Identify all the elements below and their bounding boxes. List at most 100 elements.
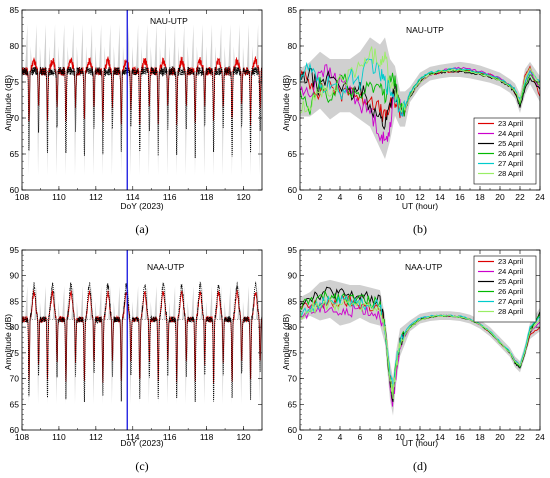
legend-entry: 27 April	[498, 159, 523, 168]
y-tick-label: 65	[288, 149, 298, 159]
panel-b-caption: (b)	[413, 222, 427, 236]
x-tick-label: 10	[395, 192, 405, 202]
x-tick-label: 22	[515, 432, 525, 442]
envelope-spike	[255, 286, 262, 405]
series-line-1	[22, 65, 262, 159]
envelope-spike	[255, 24, 262, 176]
x-tick-label: 116	[163, 192, 177, 202]
panel-d: 0 2 4 6 8 10 12 14 16 18 20 22 24606570758085909523 …	[281, 245, 545, 473]
y-tick-label: 85	[288, 5, 298, 15]
x-tick-label: 18	[475, 192, 485, 202]
x-tick-label: 118	[200, 192, 214, 202]
x-tick-label: 2	[318, 432, 323, 442]
panel-b-xlabel: UT (hour)	[402, 201, 438, 211]
y-tick-label: 85	[10, 296, 20, 306]
y-tick-label: 90	[10, 271, 20, 281]
panel-c-caption: (c)	[135, 459, 148, 473]
legend-entry: 28 April	[498, 307, 523, 316]
y-tick-label: 80	[10, 41, 20, 51]
panel-d-caption: (d)	[413, 459, 427, 473]
y-tick-label: 65	[10, 399, 20, 409]
envelope-spike	[34, 24, 42, 176]
legend-entry: 24 April	[498, 267, 523, 276]
x-tick-label: 22	[515, 192, 525, 202]
y-tick-label: 75	[10, 77, 20, 87]
envelope-spike	[218, 24, 226, 176]
envelope-spike	[89, 24, 97, 176]
y-tick-label: 70	[288, 113, 298, 123]
x-tick-label: 112	[89, 192, 103, 202]
legend-entry: 26 April	[498, 149, 523, 158]
series-line-28-april	[300, 46, 540, 114]
y-tick-label: 65	[10, 149, 20, 159]
panel-b-ylabel: Amplitude (dB)	[281, 75, 291, 131]
x-tick-label: 120	[236, 192, 250, 202]
x-tick-label: 118	[200, 432, 214, 442]
series-line-1	[22, 280, 262, 403]
y-tick-label: 75	[288, 77, 298, 87]
y-tick-label: 60	[288, 185, 298, 195]
y-tick-label: 65	[288, 399, 298, 409]
x-tick-label: 20	[495, 432, 505, 442]
legend-entry: 23 April	[498, 119, 523, 128]
x-tick-label: 6	[358, 432, 363, 442]
x-tick-label: 114	[126, 432, 140, 442]
y-tick-label: 80	[288, 322, 298, 332]
y-tick-label: 60	[288, 425, 298, 435]
x-tick-label: 6	[358, 192, 363, 202]
y-tick-label: 95	[288, 245, 298, 255]
panel-d-plot: 0 2 4 6 8 10 12 14 16 18 20 22 24606570758085909523 …	[288, 245, 545, 442]
y-tick-label: 80	[288, 41, 298, 51]
x-tick-label: 114	[126, 192, 140, 202]
panel-c: 108 110 112 114 116 118 120 60 65 70 75 80 85 90 95 NA…	[3, 245, 263, 473]
x-tick-label: 0	[298, 432, 303, 442]
legend-entry: 25 April	[498, 139, 523, 148]
x-tick-label: 20	[495, 192, 505, 202]
legend-entry: 26 April	[498, 287, 523, 296]
x-tick-label: 4	[338, 432, 343, 442]
series-line-28-april	[300, 297, 540, 400]
y-tick-label: 75	[288, 348, 298, 358]
y-tick-label: 85	[10, 5, 20, 15]
panel-frame	[21, 249, 263, 431]
x-tick-label: 116	[163, 432, 177, 442]
x-tick-label: 18	[475, 432, 485, 442]
y-tick-label: 75	[10, 348, 20, 358]
y-tick-label: 95	[10, 245, 20, 255]
x-tick-label: 112	[89, 432, 103, 442]
x-tick-label: 4	[338, 192, 343, 202]
panel-b-title: NAU-UTP	[406, 25, 444, 35]
x-tick-label: 10	[395, 432, 405, 442]
x-tick-label: 108	[15, 432, 29, 442]
panel-d-xlabel: UT (hour)	[402, 438, 438, 448]
x-tick-label: 110	[52, 432, 66, 442]
x-tick-label: 24	[535, 432, 545, 442]
x-tick-label: 14	[435, 192, 445, 202]
x-tick-label: 24	[535, 192, 545, 202]
legend-entry: 24 April	[498, 129, 523, 138]
legend-entry: 28 April	[498, 169, 523, 178]
panel-a-ylabel: Amplitude (dB)	[3, 75, 13, 131]
x-tick-label: 14	[435, 432, 445, 442]
panel-c-title: NAA-UTP	[147, 262, 185, 272]
x-tick-label: 12	[415, 192, 425, 202]
y-tick-label: 70	[10, 374, 20, 384]
x-tick-label: 0	[298, 192, 303, 202]
envelope-spike	[163, 24, 171, 176]
panel-d-ylabel: Amplitude (dB)	[281, 314, 291, 370]
x-tick-label: 108	[15, 192, 29, 202]
legend-entry: 25 April	[498, 277, 523, 286]
y-tick-label: 85	[288, 296, 298, 306]
panel-a-caption: (a)	[135, 222, 148, 236]
panel-frame	[21, 9, 263, 191]
panel-a-title: NAU-UTP	[150, 16, 188, 26]
panel-a-plot-area	[22, 10, 262, 190]
envelope-band	[300, 37, 540, 160]
x-tick-label: 8	[378, 192, 383, 202]
x-tick-label: 8	[378, 432, 383, 442]
x-tick-label: 16	[455, 192, 465, 202]
x-tick-label: 2	[318, 192, 323, 202]
panel-d-title: NAA-UTP	[405, 262, 443, 272]
